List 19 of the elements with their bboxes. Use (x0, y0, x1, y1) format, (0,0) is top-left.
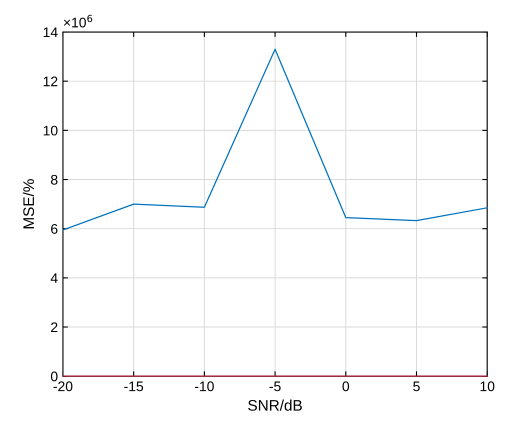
y-tick-label: 8 (50, 174, 58, 185)
y-tick-label: 0 (50, 372, 58, 382)
y-tick-label: 6 (51, 224, 58, 234)
x-tick-label: 10 (480, 381, 494, 392)
x-tick-label: -10 (194, 381, 214, 392)
x-axis-title: SNR/dB (248, 400, 302, 411)
y-tick-label: 14 (44, 28, 58, 38)
text: ×10$^{6}$ (64, 14, 92, 28)
y-tick-label: 2 (51, 322, 58, 332)
y-tick-label: 4 (50, 273, 58, 283)
y-axis-title: MSE/% (22, 179, 34, 228)
x-tick-label: -15 (124, 382, 144, 392)
x-tick-label: -5 (270, 382, 281, 392)
x-tick-label: 0 (342, 381, 350, 392)
line-series (62, 48, 488, 231)
x-tick-label: -20 (54, 381, 72, 392)
y-tick-label: 10 (44, 126, 58, 136)
x-tick-label: 5 (413, 382, 420, 392)
y-tick-label: 12 (44, 76, 58, 86)
